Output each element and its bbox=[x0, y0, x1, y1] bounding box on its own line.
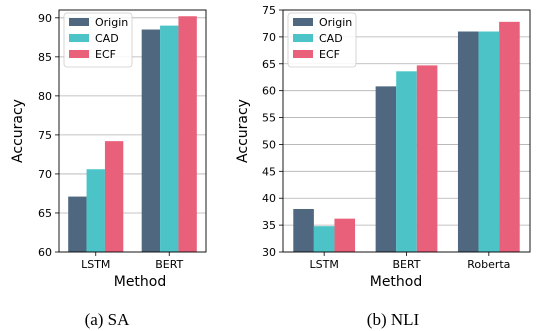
y-tick-label: 60 bbox=[262, 85, 276, 98]
plot-frame bbox=[58, 9, 207, 253]
legend-swatch-cad bbox=[293, 34, 313, 42]
y-axis-label: Accuracy bbox=[10, 99, 26, 163]
legend-swatch-origin bbox=[293, 18, 313, 26]
legend-swatch-origin bbox=[69, 18, 89, 26]
bar-origin-roberta bbox=[457, 31, 479, 253]
y-tick-label: 45 bbox=[262, 165, 276, 178]
bar-ecf-lstm bbox=[334, 218, 356, 252]
bar-cad-bert bbox=[396, 71, 417, 252]
y-axis-label: Accuracy bbox=[235, 99, 251, 163]
y-tick-label: 40 bbox=[262, 192, 276, 205]
y-tick-label: 35 bbox=[262, 219, 276, 232]
bar-ecf-bert bbox=[416, 65, 438, 252]
y-tick-label: 60 bbox=[38, 246, 52, 259]
legend-label-origin: Origin bbox=[319, 16, 352, 29]
y-tick-label: 80 bbox=[38, 90, 52, 103]
figure-caption: (a) SA bbox=[85, 310, 131, 329]
bar-ecf-bert bbox=[178, 16, 197, 252]
bar-cad-bert bbox=[160, 25, 179, 253]
bar-ecf-roberta bbox=[499, 21, 520, 252]
x-tick-label: LSTM bbox=[310, 258, 339, 271]
legend-label-ecf: ECF bbox=[319, 48, 340, 61]
bar-cad-lstm bbox=[86, 169, 105, 252]
y-tick-label: 30 bbox=[262, 246, 276, 259]
y-tick-label: 75 bbox=[38, 129, 52, 142]
x-axis-label: Method bbox=[370, 274, 423, 290]
x-tick-label: LSTM bbox=[81, 258, 110, 271]
x-tick-label: BERT bbox=[392, 258, 420, 271]
figure-caption: (b) NLI bbox=[367, 310, 420, 329]
legend-label-cad: CAD bbox=[319, 32, 343, 45]
y-tick-label: 65 bbox=[38, 207, 52, 220]
y-tick-label: 70 bbox=[38, 168, 52, 181]
x-tick-label: Roberta bbox=[467, 258, 510, 271]
x-axis-label: Method bbox=[114, 274, 167, 290]
y-tick-label: 55 bbox=[262, 112, 276, 125]
y-tick-label: 70 bbox=[262, 31, 276, 44]
legend-label-cad: CAD bbox=[95, 32, 119, 45]
chart-panel-1: 30 35 40 45 50 55 60 65 70 75 LSTM BERT Roberta Metho… bbox=[235, 4, 531, 329]
y-tick-label: 90 bbox=[38, 12, 52, 25]
bar-ecf-lstm bbox=[104, 141, 124, 252]
y-tick-label: 50 bbox=[262, 138, 276, 151]
y-tick-label: 65 bbox=[262, 58, 276, 71]
bar-origin-bert bbox=[141, 29, 161, 252]
legend-swatch-ecf bbox=[293, 50, 313, 58]
bar-cad-lstm bbox=[313, 226, 335, 252]
legend-label-ecf: ECF bbox=[95, 48, 116, 61]
y-tick-label: 85 bbox=[38, 51, 52, 64]
legend-label-origin: Origin bbox=[95, 16, 128, 29]
legend-swatch-cad bbox=[69, 34, 89, 42]
y-tick-label: 75 bbox=[262, 4, 276, 17]
bar-origin-lstm bbox=[293, 208, 314, 252]
x-tick-label: BERT bbox=[155, 258, 183, 271]
bar-origin-lstm bbox=[68, 196, 87, 252]
legend-swatch-ecf bbox=[69, 50, 89, 58]
chart-panel-0: 60 65 70 75 80 85 90 LSTM BERT Method Accuracy Orig… bbox=[10, 9, 207, 329]
bar-origin-bert bbox=[375, 86, 397, 252]
bar-cad-roberta bbox=[478, 31, 500, 253]
